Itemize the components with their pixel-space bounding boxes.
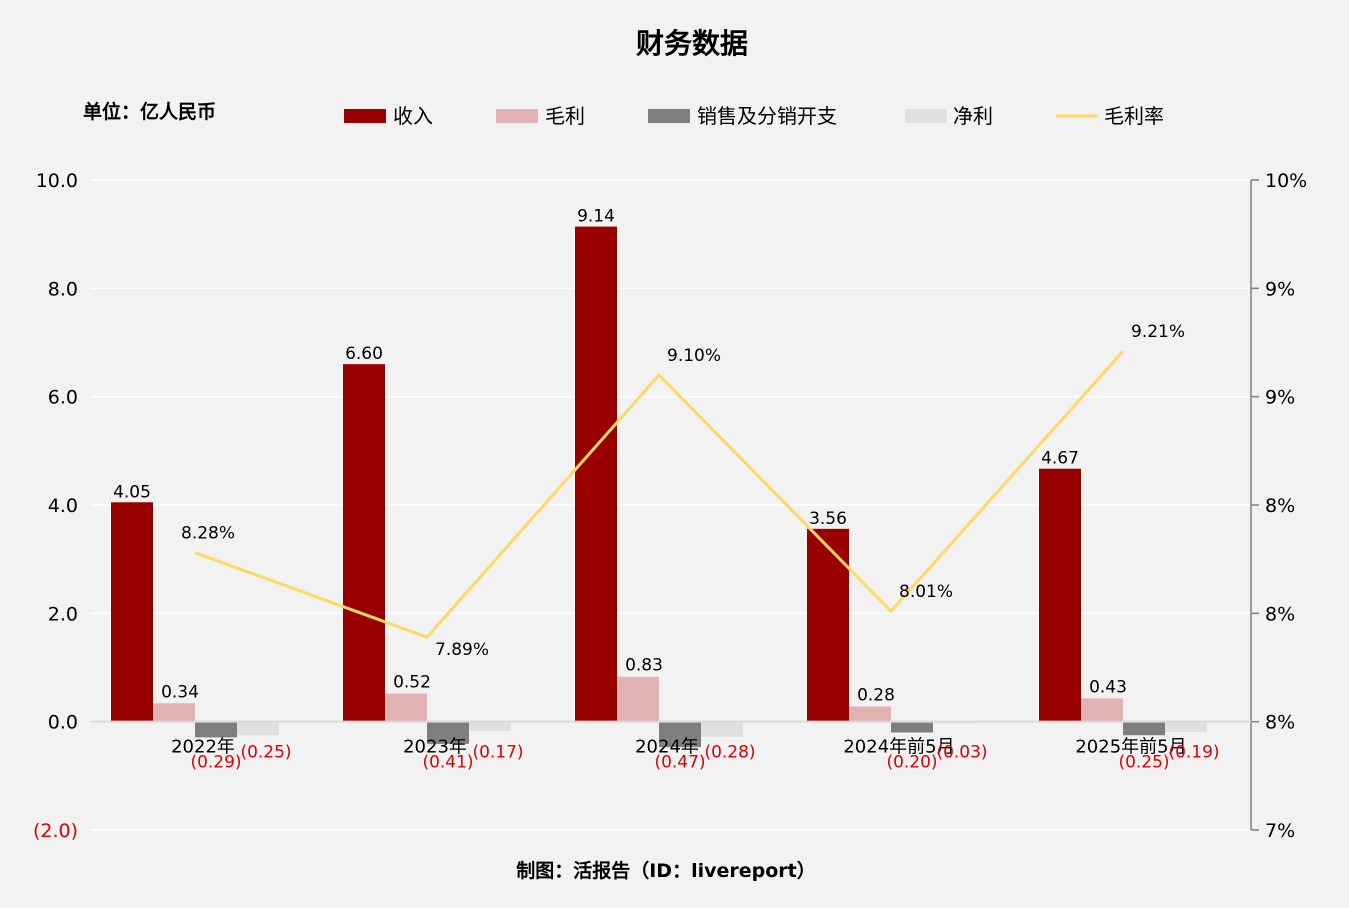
category-label: 2023年 [403,737,467,758]
legend-label: 收入 [393,104,433,128]
selling-expense-bar [195,721,237,738]
category-label: 2024年前5月 [843,737,954,758]
legend-label: 净利 [953,104,993,128]
legend-swatch [648,109,690,123]
legend-swatch [344,109,386,123]
net-profit-label: (0.25) [240,743,291,763]
revenue-label: 9.14 [577,207,615,227]
selling-expense-bar [1123,721,1165,736]
net-profit-bar [237,721,279,736]
category-label: 2025年前5月 [1075,737,1186,758]
gross-profit-bar [1081,698,1123,722]
selling-expense-label: (0.25) [1118,753,1169,773]
unit-label: 单位：亿人民币 [83,100,216,123]
net-profit-bar [701,721,743,737]
left-tick-label: 6.0 [48,387,78,409]
gross-profit-label: 0.28 [857,686,895,706]
right-tick-label: 9% [1265,278,1295,300]
selling-expense-label: (0.41) [422,753,473,773]
revenue-bar [807,528,849,722]
gross-profit-label: 0.34 [161,682,199,702]
chart-title: 财务数据 [636,27,748,60]
selling-expense-bar [891,721,933,733]
net-profit-label: (0.17) [472,743,523,763]
revenue-bar [575,226,617,722]
net-profit-bar [1165,721,1207,732]
selling-expense-label: (0.29) [190,753,241,773]
gross-margin-line [194,350,1125,639]
revenue-bar [343,364,385,722]
gross-margin-label: 9.21% [1131,322,1185,342]
right-tick-label: 9% [1265,387,1295,409]
gross-profit-label: 0.83 [625,656,663,676]
gross-margin-line-group: 8.28% 7.89% 9.10% 8.01% 9.21% [181,322,1185,660]
right-tick-label: 7% [1265,820,1295,842]
legend-swatch [496,109,538,123]
gross-profit-bar [617,676,659,722]
legend-swatch [905,109,947,123]
gross-profit-bar [385,693,427,722]
right-tick-label: 8% [1265,712,1295,734]
category-labels: 2022年 2023年 2024年 2024年前5月 2025年前5月 [171,737,1187,758]
legend-label: 销售及分销开支 [697,104,837,128]
gross-profit-bar [153,703,195,722]
revenue-bar [111,502,153,722]
right-tick-label: 10% [1265,170,1307,192]
category-label: 2022年 [171,737,235,758]
left-tick-label: 10.0 [36,170,78,192]
gross-margin-label: 9.10% [667,346,721,366]
net-profit-label: (0.19) [1168,743,1219,763]
right-tick-label: 8% [1265,495,1295,517]
left-tick-label: 4.0 [48,495,78,517]
net-profit-label: (0.03) [936,743,987,763]
selling-expense-label: (0.20) [886,753,937,773]
gross-margin-label: 8.01% [899,582,953,602]
footer-credit: 制图：活报告（ID：livereport） [516,859,816,882]
legend: 收入 毛利 销售及分销开支 净利 毛利率 [344,104,1164,128]
left-axis-ticks: (2.0) 0.0 2.0 4.0 6.0 8.0 10.0 [33,170,78,842]
right-tick-label: 8% [1265,603,1295,625]
category-label: 2024年 [635,737,699,758]
net-profit-label: (0.28) [704,743,755,763]
data-labels: 4.050.34(0.29)(0.25)6.600.52(0.41)(0.17)… [113,207,1219,773]
left-tick-label: 2.0 [48,603,78,625]
revenue-label: 6.60 [345,344,383,364]
revenue-bar [1039,468,1081,722]
net-profit-bar [469,721,511,731]
selling-expense-bar [659,721,701,748]
left-tick-label: 8.0 [48,278,78,300]
selling-expense-bar [427,721,469,744]
gross-profit-bar [849,706,891,722]
revenue-label: 4.05 [113,482,151,502]
selling-expense-label: (0.47) [654,753,705,773]
legend-label: 毛利 [545,104,585,128]
gross-margin-label: 7.89% [435,640,489,660]
left-tick-label: 0.0 [48,712,78,734]
gross-profit-label: 0.43 [1089,677,1127,697]
legend-label: 毛利率 [1104,104,1164,128]
right-axis: 7% 8% 8% 8% 9% 9% 10% [1250,170,1307,842]
gross-margin-label: 8.28% [181,524,235,544]
revenue-label: 4.67 [1041,449,1079,469]
revenue-label: 3.56 [809,509,847,529]
gross-profit-label: 0.52 [393,673,431,693]
left-tick-label: (2.0) [33,820,78,842]
